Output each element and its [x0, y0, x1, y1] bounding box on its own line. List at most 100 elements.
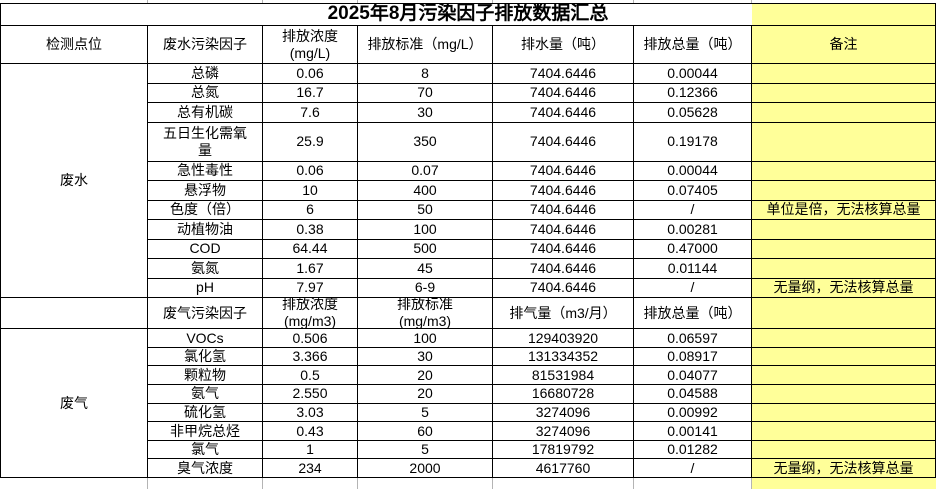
- cell-gas-volume[interactable]: 3274096: [493, 403, 634, 423]
- cell-gas-standard[interactable]: 5: [358, 440, 493, 460]
- cell-gas-standard[interactable]: 60: [358, 422, 493, 441]
- cell-wastewater-volume[interactable]: 7404.6446: [493, 200, 634, 220]
- cell-wastewater-total[interactable]: 0.05628: [634, 103, 752, 123]
- cell-wastewater-factor[interactable]: 氨氮: [148, 259, 263, 279]
- cell-gas-factor[interactable]: 氨气: [148, 384, 263, 404]
- cell-wastewater-concentration[interactable]: 64.44: [263, 239, 358, 259]
- cell-wastewater-total[interactable]: 0.00044: [634, 161, 752, 181]
- cell-wastewater-standard[interactable]: 8: [358, 64, 493, 84]
- cell-wastewater-standard[interactable]: 100: [358, 220, 493, 240]
- cell-wastewater-factor[interactable]: 悬浮物: [148, 181, 263, 201]
- cell-wastewater-total[interactable]: /: [634, 278, 752, 298]
- cell-wastewater-volume[interactable]: 7404.6446: [493, 239, 634, 259]
- cell-wastewater-factor[interactable]: COD: [148, 239, 263, 259]
- header-remark[interactable]: 备注: [752, 26, 936, 64]
- cell-wastewater-remark[interactable]: [752, 83, 936, 103]
- cell-gas-total[interactable]: 0.01282: [634, 440, 752, 460]
- cell-wastewater-remark[interactable]: 无量纲，无法核算总量: [752, 278, 936, 298]
- cell-wastewater-remark[interactable]: [752, 161, 936, 181]
- cell-gas-volume[interactable]: 3274096: [493, 422, 634, 441]
- cell-wastewater-total[interactable]: /: [634, 200, 752, 220]
- cell-wastewater-standard[interactable]: 50: [358, 200, 493, 220]
- cell-gas-remark[interactable]: [752, 384, 936, 404]
- cell-wastewater-standard[interactable]: 500: [358, 239, 493, 259]
- cell-wastewater-remark[interactable]: [752, 122, 936, 162]
- cell-gas-remark[interactable]: [752, 440, 936, 460]
- cell-wastewater-concentration[interactable]: 0.06: [263, 161, 358, 181]
- cell-gas-standard[interactable]: 100: [358, 329, 493, 348]
- cell-gas-factor[interactable]: 颗粒物: [148, 366, 263, 385]
- cell-gas-factor[interactable]: 非甲烷总烃: [148, 422, 263, 441]
- cell-gas-volume[interactable]: 16680728: [493, 384, 634, 404]
- cell-wastewater-remark[interactable]: [752, 64, 936, 84]
- cell-gas-total[interactable]: 0.04077: [634, 366, 752, 385]
- cell-gas-remark[interactable]: [752, 366, 936, 385]
- cell-wastewater-standard[interactable]: 70: [358, 83, 493, 103]
- cell-gas-concentration[interactable]: 0.43: [263, 422, 358, 441]
- cell-wastewater-volume[interactable]: 7404.6446: [493, 278, 634, 298]
- header-wastewater-total[interactable]: 排放总量（吨）: [634, 26, 752, 64]
- cell-wastewater-concentration[interactable]: 1.67: [263, 259, 358, 279]
- header-gas-concentration[interactable]: 排放浓度 (mg/m3): [263, 298, 358, 329]
- cell-gas-standard[interactable]: 20: [358, 366, 493, 385]
- cell-gas-volume[interactable]: 81531984: [493, 366, 634, 385]
- header-wastewater-factor[interactable]: 废水污染因子: [148, 26, 263, 64]
- header-gas-volume[interactable]: 排气量（m3/月）: [493, 298, 634, 329]
- cell-wastewater-volume[interactable]: 7404.6446: [493, 122, 634, 162]
- section-label-wastewater[interactable]: 废水: [1, 64, 148, 298]
- header-gas-standard[interactable]: 排放标准 (mg/m3): [358, 298, 493, 329]
- header-wastewater-concentration[interactable]: 排放浓度 (mg/L): [263, 26, 358, 64]
- cell-gas-concentration[interactable]: 1: [263, 440, 358, 460]
- cell-gas-factor[interactable]: 硫化氢: [148, 403, 263, 423]
- cell-gas-total[interactable]: 0.00992: [634, 403, 752, 423]
- cell-wastewater-total[interactable]: 0.19178: [634, 122, 752, 162]
- cell-wastewater-factor[interactable]: 总磷: [148, 64, 263, 84]
- cell-wastewater-standard[interactable]: 6-9: [358, 278, 493, 298]
- cell-wastewater-standard[interactable]: 0.07: [358, 161, 493, 181]
- cell-wastewater-volume[interactable]: 7404.6446: [493, 220, 634, 240]
- section-label-gas[interactable]: 废气: [1, 329, 148, 478]
- cell-wastewater-concentration[interactable]: 16.7: [263, 83, 358, 103]
- cell-wastewater-remark[interactable]: [752, 239, 936, 259]
- cell-gas-concentration[interactable]: 3.366: [263, 347, 358, 367]
- cell-gas-standard[interactable]: 2000: [358, 459, 493, 478]
- cell-wastewater-volume[interactable]: 7404.6446: [493, 83, 634, 103]
- header-wastewater-volume[interactable]: 排水量（吨）: [493, 26, 634, 64]
- cell-wastewater-remark[interactable]: [752, 181, 936, 201]
- cell-wastewater-factor[interactable]: pH: [148, 278, 263, 298]
- header-gas-factor[interactable]: 废气污染因子: [148, 298, 263, 329]
- header-gas-remark-empty[interactable]: [752, 298, 936, 329]
- cell-gas-concentration[interactable]: 0.5: [263, 366, 358, 385]
- cell-gas-factor[interactable]: VOCs: [148, 329, 263, 348]
- cell-wastewater-factor[interactable]: 急性毒性: [148, 161, 263, 181]
- header-gas-total[interactable]: 排放总量（吨）: [634, 298, 752, 329]
- header-monitoring-point[interactable]: 检测点位: [1, 26, 148, 64]
- table-title[interactable]: 2025年8月污染因子排放数据汇总: [1, 4, 936, 26]
- cell-wastewater-concentration[interactable]: 6: [263, 200, 358, 220]
- cell-wastewater-remark[interactable]: [752, 259, 936, 279]
- cell-gas-concentration[interactable]: 0.506: [263, 329, 358, 348]
- cell-wastewater-concentration[interactable]: 7.97: [263, 278, 358, 298]
- cell-wastewater-volume[interactable]: 7404.6446: [493, 103, 634, 123]
- cell-wastewater-standard[interactable]: 45: [358, 259, 493, 279]
- cell-wastewater-remark[interactable]: 单位是倍，无法核算总量: [752, 200, 936, 220]
- cell-gas-remark[interactable]: [752, 329, 936, 348]
- cell-wastewater-factor[interactable]: 五日生化需氧量: [148, 122, 263, 162]
- header-wastewater-standard[interactable]: 排放标准（mg/L）: [358, 26, 493, 64]
- cell-wastewater-standard[interactable]: 350: [358, 122, 493, 162]
- cell-gas-standard[interactable]: 30: [358, 347, 493, 367]
- cell-gas-factor[interactable]: 氯化氢: [148, 347, 263, 367]
- cell-wastewater-concentration[interactable]: 7.6: [263, 103, 358, 123]
- cell-wastewater-volume[interactable]: 7404.6446: [493, 161, 634, 181]
- cell-gas-factor[interactable]: 臭气浓度: [148, 459, 263, 478]
- cell-wastewater-volume[interactable]: 7404.6446: [493, 64, 634, 84]
- cell-gas-total[interactable]: 0.08917: [634, 347, 752, 367]
- cell-wastewater-standard[interactable]: 400: [358, 181, 493, 201]
- cell-wastewater-factor[interactable]: 色度（倍）: [148, 200, 263, 220]
- cell-gas-remark[interactable]: [752, 347, 936, 367]
- cell-gas-concentration[interactable]: 3.03: [263, 403, 358, 423]
- cell-wastewater-factor[interactable]: 动植物油: [148, 220, 263, 240]
- cell-gas-factor[interactable]: 氯气: [148, 440, 263, 460]
- cell-wastewater-concentration[interactable]: 0.06: [263, 64, 358, 84]
- cell-wastewater-total[interactable]: 0.00044: [634, 64, 752, 84]
